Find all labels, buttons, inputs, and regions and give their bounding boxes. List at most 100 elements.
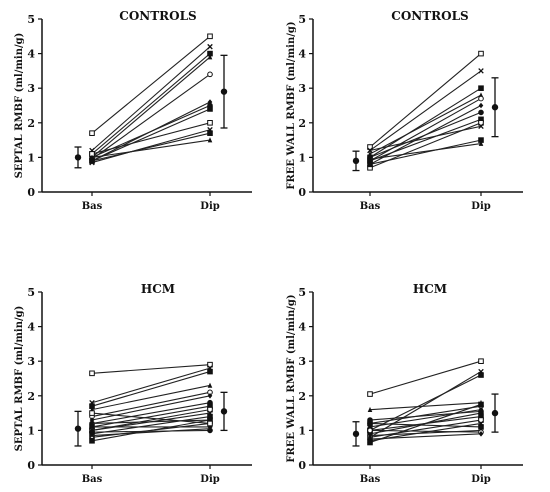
subject-line [91,46,211,151]
y-tick-label: 5 [298,286,306,299]
y-tick-label: 2 [27,117,35,130]
y-tick-label: 1 [27,151,35,164]
subject-point-dip [207,406,213,413]
y-tick-label: 0 [27,459,35,472]
subject-line [91,35,211,134]
subject-line [369,118,482,162]
subject-point-bas [367,147,373,154]
subject-line [91,416,211,435]
mean-point [491,104,499,111]
x-category-label: Bas [82,201,103,212]
subject-line [369,433,482,440]
x-category-label: Bas [360,474,381,485]
subject-point-dip [207,382,213,388]
subject-point-bas [367,156,373,162]
subject-point-dip [478,417,484,423]
subject-point-bas [89,417,95,423]
subject-point-dip [478,95,484,102]
subject-line [369,70,482,151]
subject-point-bas [367,439,373,446]
subject-line [369,422,482,428]
y-tick-label: 1 [298,151,306,164]
chart-title: HCM [413,282,447,296]
subject-line [369,125,482,152]
subject-point-bas [89,432,95,439]
y-tick-label: 3 [298,82,306,95]
subject-line [369,143,482,160]
subject-point-bas [367,406,373,412]
subject-point-dip [478,401,484,408]
subject-line [91,395,211,421]
subject-line [369,403,482,444]
subject-point-dip [478,372,484,378]
x-category-label: Bas [360,201,381,212]
subject-point-bas [89,410,95,416]
subject-line [369,371,482,438]
subject-point-dip [478,50,484,57]
y-tick-label: 5 [298,13,306,26]
x-category-label: Dip [200,201,219,212]
subject-point-dip [478,68,484,74]
subject-point-dip [207,425,213,432]
subject-line [91,122,211,155]
subject-line [91,384,211,411]
subject-point-dip [207,130,213,136]
subject-point-dip [207,393,213,399]
subject-line [369,53,482,148]
subject-line [91,108,211,162]
subject-line [91,405,211,428]
subject-line [91,371,211,407]
y-axis-label: SEPTAL RMBF (ml/min/g) [14,306,25,452]
subject-line [91,419,211,425]
subject-point-bas [89,437,95,444]
subject-line [91,402,211,425]
subject-point-dip [207,120,213,126]
mean-point [491,409,499,417]
subject-point-dip [207,368,213,375]
y-tick-label: 4 [27,321,35,334]
subject-line [369,374,482,431]
subject-line [91,391,211,418]
y-tick-label: 1 [298,424,306,437]
subject-line [91,129,211,164]
subject-point-dip [207,137,213,143]
subject-point-bas [89,420,95,426]
y-tick-label: 3 [27,355,35,368]
chart-panel-2: 0 1 2 3 4 5 Bas Dip CONTROLS FREE WALL RMBF (ml/m… [286,9,523,212]
chart-title: CONTROLS [391,9,468,23]
subject-point-dip [207,43,213,50]
subject-point-dip [478,140,484,146]
y-tick-label: 0 [298,186,306,199]
chart-panel-4: 0 1 2 3 4 5 Bas Dip HCM FREE WALL RMBF (ml/min/g) [286,282,523,485]
chart-title: HCM [141,282,175,296]
chart-title: CONTROLS [119,9,196,23]
subject-line [369,87,482,158]
y-tick-label: 2 [27,390,35,403]
subject-point-dip [207,71,213,78]
y-tick-label: 2 [298,117,306,130]
mean-point [220,408,228,415]
x-category-label: Bas [82,474,103,485]
subject-line [369,360,482,395]
x-category-label: Dip [200,474,219,485]
x-category-label: Dip [471,201,490,212]
subject-line [91,139,211,158]
subject-point-dip [478,102,484,109]
mean-point [74,425,82,432]
x-category-label: Dip [471,474,490,485]
y-tick-label: 3 [298,355,306,368]
subject-point-dip [478,85,484,92]
mean-point [352,157,360,165]
subject-point-dip [207,106,213,112]
subject-line [91,429,211,433]
subject-point-dip [207,361,213,368]
y-tick-label: 4 [298,48,306,61]
subject-point-bas [89,429,95,435]
subject-line [91,428,211,437]
y-tick-label: 4 [298,321,306,334]
y-tick-label: 4 [27,48,35,61]
subject-point-bas [367,432,373,438]
chart-panel-3: 0 1 2 3 4 5 Bas Dip HCM SEPTAL RMBF (ml/min/g) [14,282,252,485]
subject-point-dip [207,33,213,40]
y-tick-label: 5 [27,13,35,26]
